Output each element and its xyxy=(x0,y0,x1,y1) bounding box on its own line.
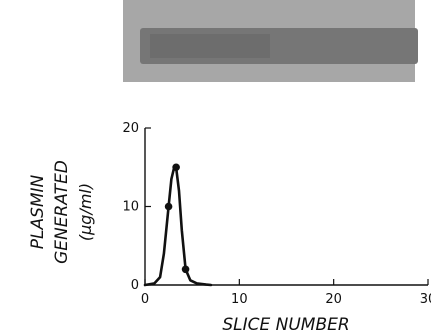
x-tick-label-20: 20 xyxy=(325,292,342,307)
y-axis-label-line-2: GENERATED xyxy=(52,160,72,264)
data-point-3 xyxy=(181,265,190,274)
tick-labels: 0 10 20 30 0 10 20 xyxy=(122,121,431,307)
x-tick-label-0: 0 xyxy=(141,292,149,307)
gel-band-highlight xyxy=(150,34,270,58)
data-point-1 xyxy=(164,202,173,211)
gel-image xyxy=(123,0,418,82)
tick-marks xyxy=(144,127,429,286)
x-axis-label: SLICE NUMBER xyxy=(222,315,349,335)
y-tick-label-0: 0 xyxy=(131,278,139,293)
x-tick-label-30: 30 xyxy=(420,292,431,307)
x-tick-label-10: 10 xyxy=(231,292,248,307)
chart-axes xyxy=(144,128,428,286)
y-tick-label-20: 20 xyxy=(122,121,139,136)
y-axis-label-line-1: PLASMIN xyxy=(28,174,48,249)
y-tick-label-10: 10 xyxy=(122,200,139,215)
y-axis-label-line-3: (µg/ml) xyxy=(76,183,95,241)
data-point-2 xyxy=(172,163,180,172)
series-line xyxy=(143,166,213,287)
chart-series xyxy=(143,163,213,287)
